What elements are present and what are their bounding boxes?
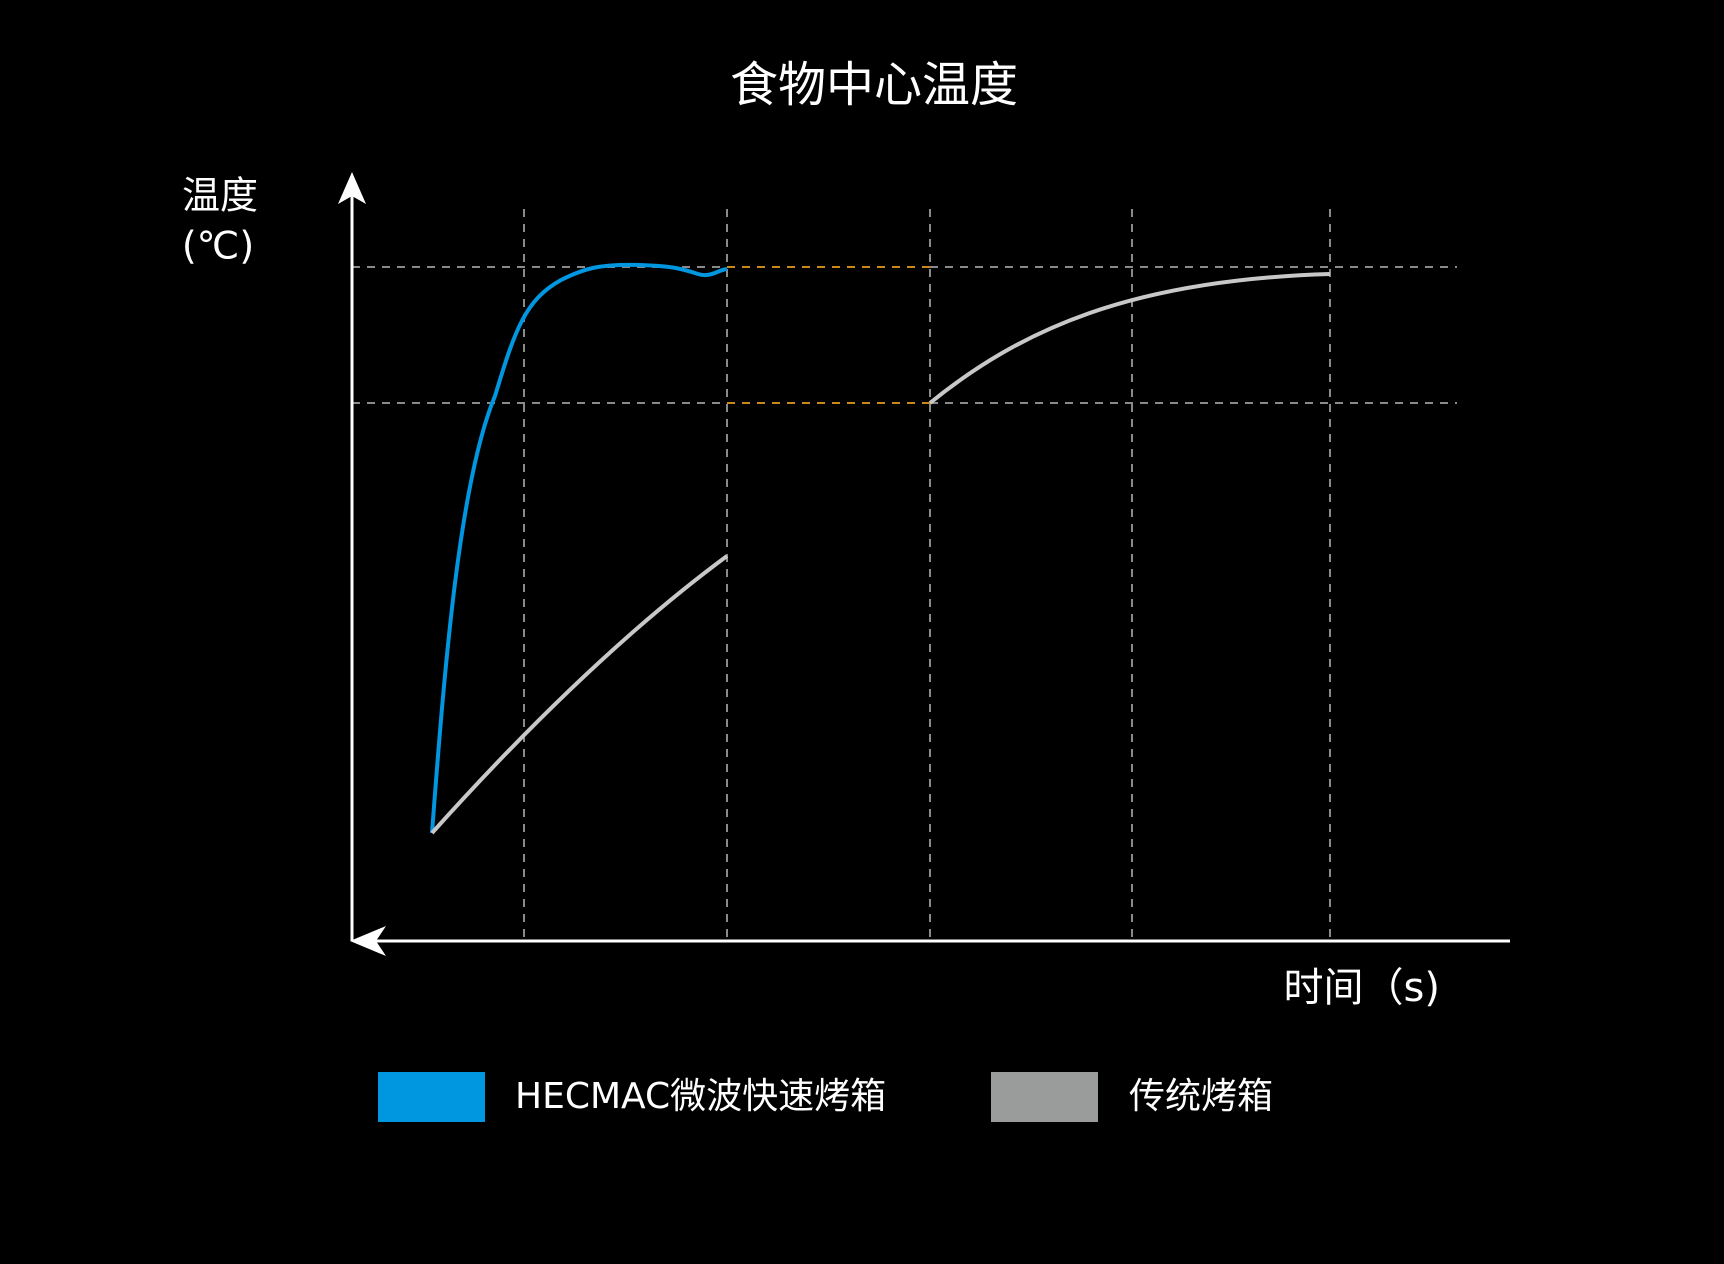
curve-traditional (430, 554, 729, 835)
grid (352, 209, 1457, 941)
y-axis-arrow (338, 172, 366, 204)
curve-hecmac (430, 262, 728, 834)
axes (338, 172, 1510, 956)
chart-title: 食物中心温度 (730, 57, 1018, 113)
legend-label: 传统烤箱 (1129, 1076, 1273, 1117)
y-axis-label: 温度 (182, 174, 258, 218)
x-axis-label: 时间（s) (1284, 965, 1440, 1011)
legend-swatch (378, 1072, 485, 1122)
x-axis-arrow (350, 926, 386, 956)
legend-swatch (991, 1072, 1098, 1122)
curve-traditional (928, 272, 1331, 405)
legend-label: HECMAC微波快速烤箱 (515, 1076, 886, 1117)
y-axis-unit: (℃) (182, 224, 254, 268)
